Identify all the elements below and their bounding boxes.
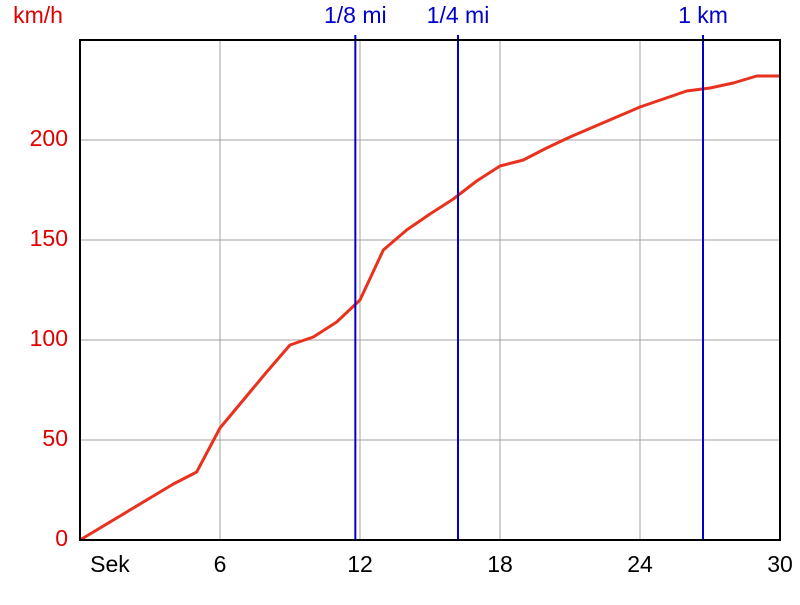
y-tick-label: 100 — [30, 325, 68, 351]
y-tick-label: 50 — [42, 425, 68, 451]
marker-label: 1/4 mi — [427, 2, 490, 28]
data-line — [79, 74, 780, 542]
x-axis-label: Sek — [90, 551, 130, 577]
x-tick-label: 30 — [767, 551, 793, 577]
x-tick-label: 24 — [627, 551, 653, 577]
plot-frame — [79, 39, 781, 541]
y-tick-label: 0 — [55, 525, 68, 551]
marker-label: 1/8 mi — [324, 2, 387, 28]
marker-label: 1 km — [678, 2, 728, 28]
x-tick-label: 12 — [347, 551, 373, 577]
y-tick-label: 200 — [30, 125, 68, 151]
x-tick-label: 18 — [487, 551, 513, 577]
x-tick-label: 6 — [214, 551, 227, 577]
y-tick-label: 150 — [30, 225, 68, 251]
y-axis-label: km/h — [13, 2, 63, 28]
